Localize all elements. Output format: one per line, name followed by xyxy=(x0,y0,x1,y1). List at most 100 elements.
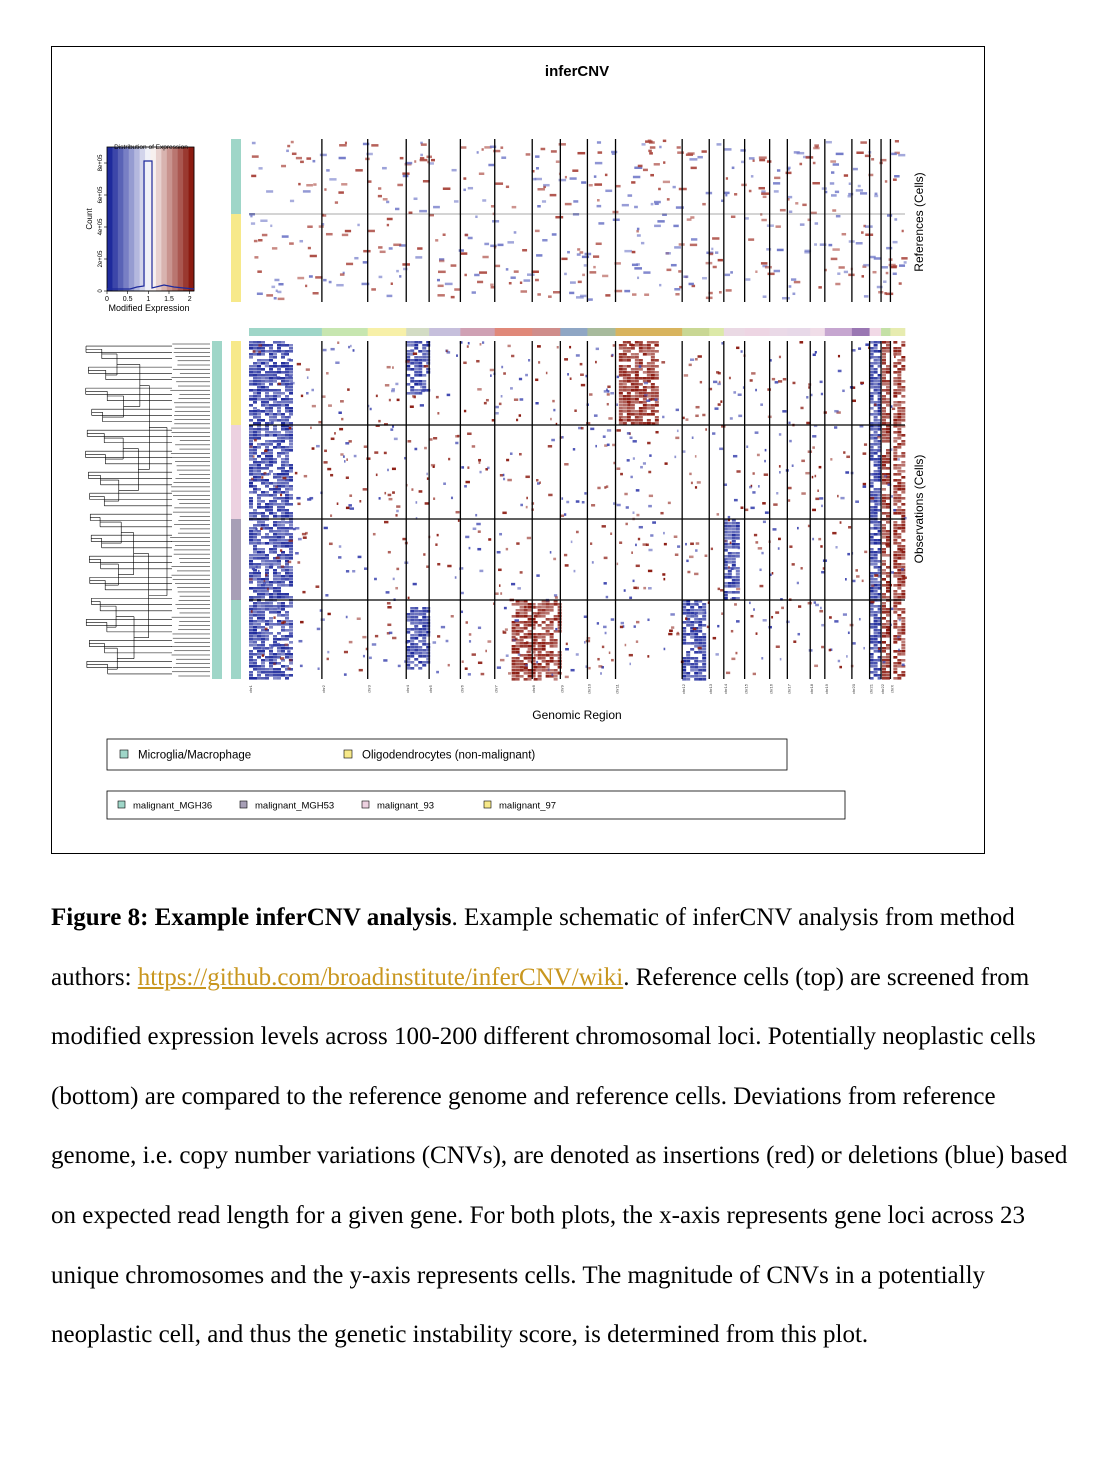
observation-cnv-cell xyxy=(414,356,419,359)
reference-cnv-cell xyxy=(535,278,539,282)
chromosome-tick-label: chr2 xyxy=(321,684,326,693)
observation-cnv-cell xyxy=(897,446,902,449)
observation-cnv-cell xyxy=(847,631,850,635)
observation-cnv-cell xyxy=(261,554,265,557)
observation-cnv-cell xyxy=(273,401,277,404)
observation-cnv-cell xyxy=(893,464,898,467)
observation-cnv-cell xyxy=(622,377,627,380)
observation-cnv-cell xyxy=(536,482,540,485)
observation-cnv-cell xyxy=(694,642,699,645)
observation-cnv-cell xyxy=(873,350,878,353)
observation-cnv-cell xyxy=(642,344,647,347)
observation-cnv-cell xyxy=(257,605,261,608)
observation-cnv-cell xyxy=(289,488,293,491)
observation-cnv-cell xyxy=(575,653,579,656)
reference-cnv-cell xyxy=(631,181,636,184)
observation-cnv-cell xyxy=(374,577,377,581)
reference-cnv-cell xyxy=(848,182,851,186)
observation-cnv-cell xyxy=(874,574,879,577)
observation-cnv-cell xyxy=(881,647,886,650)
observation-cnv-cell xyxy=(265,563,269,566)
reference-cnv-cell xyxy=(677,151,685,154)
observation-cnv-cell xyxy=(281,491,285,494)
observation-cnv-cell xyxy=(289,476,293,479)
legend-label: malignant_MGH53 xyxy=(255,801,334,812)
observation-cnv-cell xyxy=(330,473,334,477)
observation-cnv-cell xyxy=(545,606,550,609)
observation-cnv-cell xyxy=(499,658,505,662)
observation-cnv-cell xyxy=(257,494,261,497)
observation-cnv-cell xyxy=(277,606,280,609)
observation-cnv-cell xyxy=(595,347,600,351)
observation-cnv-cell xyxy=(735,573,740,576)
observation-cnv-cell xyxy=(519,612,524,615)
observation-cnv-cell xyxy=(257,347,261,350)
observation-cnv-cell xyxy=(265,638,269,641)
observation-cnv-cell xyxy=(517,587,521,590)
observation-cnv-cell xyxy=(277,404,281,407)
observation-cnv-cell xyxy=(422,619,427,622)
chromosome-tick-label: chr11 xyxy=(615,683,620,693)
observation-cnv-cell xyxy=(877,623,882,626)
observation-cnv-cell xyxy=(273,476,277,479)
observation-cnv-cell xyxy=(808,386,811,389)
observation-cnv-cell xyxy=(873,464,878,467)
observation-cnv-cell xyxy=(648,587,652,590)
observation-cnv-cell xyxy=(285,362,289,365)
observation-cnv-cell xyxy=(343,650,348,654)
observation-cnv-cell xyxy=(396,509,399,513)
reference-cnv-cell xyxy=(748,189,752,193)
observation-cnv-cell xyxy=(873,431,878,434)
observation-cnv-cell xyxy=(901,461,906,464)
reference-cnv-cell xyxy=(482,255,489,259)
observation-cnv-cell xyxy=(262,581,267,585)
observation-cnv-cell xyxy=(723,591,728,594)
observation-cnv-cell xyxy=(289,386,293,389)
observation-cnv-cell xyxy=(410,661,415,664)
observation-cnv-cell xyxy=(515,642,520,645)
observation-cnv-cell xyxy=(319,609,323,612)
observation-cnv-cell xyxy=(897,347,902,350)
observation-cnv-cell xyxy=(893,383,898,386)
observation-cnv-cell xyxy=(295,527,300,530)
observation-cnv-cell xyxy=(269,353,273,356)
observation-cnv-cell xyxy=(877,446,882,449)
observation-cnv-cell xyxy=(281,674,285,677)
observation-cnv-cell xyxy=(762,520,766,524)
observation-cnv-cell xyxy=(843,451,846,454)
observation-cnv-cell xyxy=(249,617,253,620)
observation-cnv-cell xyxy=(496,550,501,554)
observation-cnv-cell xyxy=(257,584,261,587)
observation-cnv-cell xyxy=(872,473,876,476)
observation-cnv-cell xyxy=(253,578,257,581)
reference-cnv-cell xyxy=(832,248,840,251)
observation-cnv-cell xyxy=(277,566,281,569)
observation-cnv-cell xyxy=(635,543,637,547)
observation-cnv-cell xyxy=(731,537,736,540)
observation-cnv-cell xyxy=(281,569,285,572)
observation-cnv-cell xyxy=(511,672,516,675)
observation-cnv-cell xyxy=(740,350,743,353)
observation-cnv-cell xyxy=(270,645,274,648)
observation-cnv-cell xyxy=(281,467,285,470)
observation-cnv-cell xyxy=(511,633,516,636)
observation-cnv-cell xyxy=(418,655,423,658)
ref-annotation-oligodendrocytes xyxy=(231,214,241,302)
observation-cnv-cell xyxy=(654,374,659,377)
observation-cnv-cell xyxy=(881,542,886,545)
obs-annotation-group xyxy=(212,341,222,679)
observation-cnv-cell xyxy=(727,515,731,519)
observation-cnv-cell xyxy=(273,659,277,662)
observation-cnv-cell xyxy=(553,615,558,618)
reference-cnv-cell xyxy=(804,251,810,254)
infercnv-wiki-link[interactable]: https://github.com/broadinstitute/inferC… xyxy=(137,963,624,991)
observation-cnv-cell xyxy=(426,661,431,664)
observation-cnv-cell xyxy=(281,485,285,488)
observation-cnv-cell xyxy=(650,350,655,353)
observation-cnv-cell xyxy=(873,668,878,671)
observation-cnv-cell xyxy=(642,410,647,413)
observation-cnv-cell xyxy=(257,512,261,515)
observation-cnv-cell xyxy=(733,498,738,502)
observation-cnv-cell xyxy=(265,527,269,530)
reference-cnv-cell xyxy=(602,274,609,278)
